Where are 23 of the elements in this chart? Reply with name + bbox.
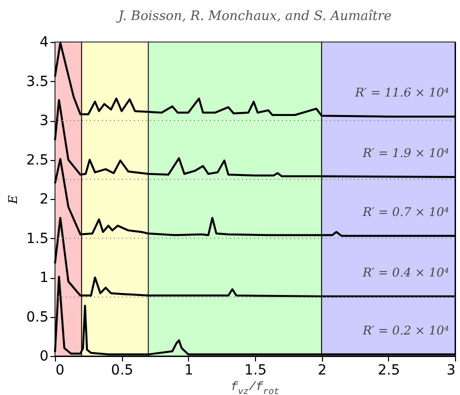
x-tick-label: 2 [318, 362, 327, 378]
x-tick-label: 2.5 [378, 362, 400, 378]
y-tick-label: 0.5 [26, 309, 48, 326]
y-tick-label: 1.5 [26, 230, 48, 247]
y-tick-label: 3 [40, 113, 48, 129]
y-axis-title: E [6, 194, 20, 205]
x-tick-label: 1 [184, 362, 194, 378]
y-tick-label: 0 [40, 348, 48, 364]
series-label: R′ = 0.2 × 10⁴ [362, 323, 450, 338]
y-tick-label: 1 [40, 270, 48, 286]
x-tick-label: 0 [56, 362, 64, 378]
series-label: R′ = 1.9 × 10⁴ [362, 146, 450, 160]
x-tick-label: 1.5 [244, 362, 267, 378]
series-label: R′ = 0.4 × 10⁴ [362, 265, 450, 280]
x-tick-label: 3 [446, 362, 456, 378]
x-tick-label: 0.5 [111, 362, 134, 378]
chart-title: J. Boisson, R. Monchaux, and S. Aumaître [115, 9, 392, 24]
y-tick-label: 3.5 [26, 74, 48, 90]
y-tick-label: 2.5 [26, 152, 48, 168]
y-tick-label: 2 [40, 192, 48, 208]
series-label: R′ = 11.6 × 10⁴ [354, 86, 450, 100]
y-tick-label: 4 [40, 34, 49, 50]
series-label: R′ = 0.7 × 10⁴ [362, 204, 450, 219]
